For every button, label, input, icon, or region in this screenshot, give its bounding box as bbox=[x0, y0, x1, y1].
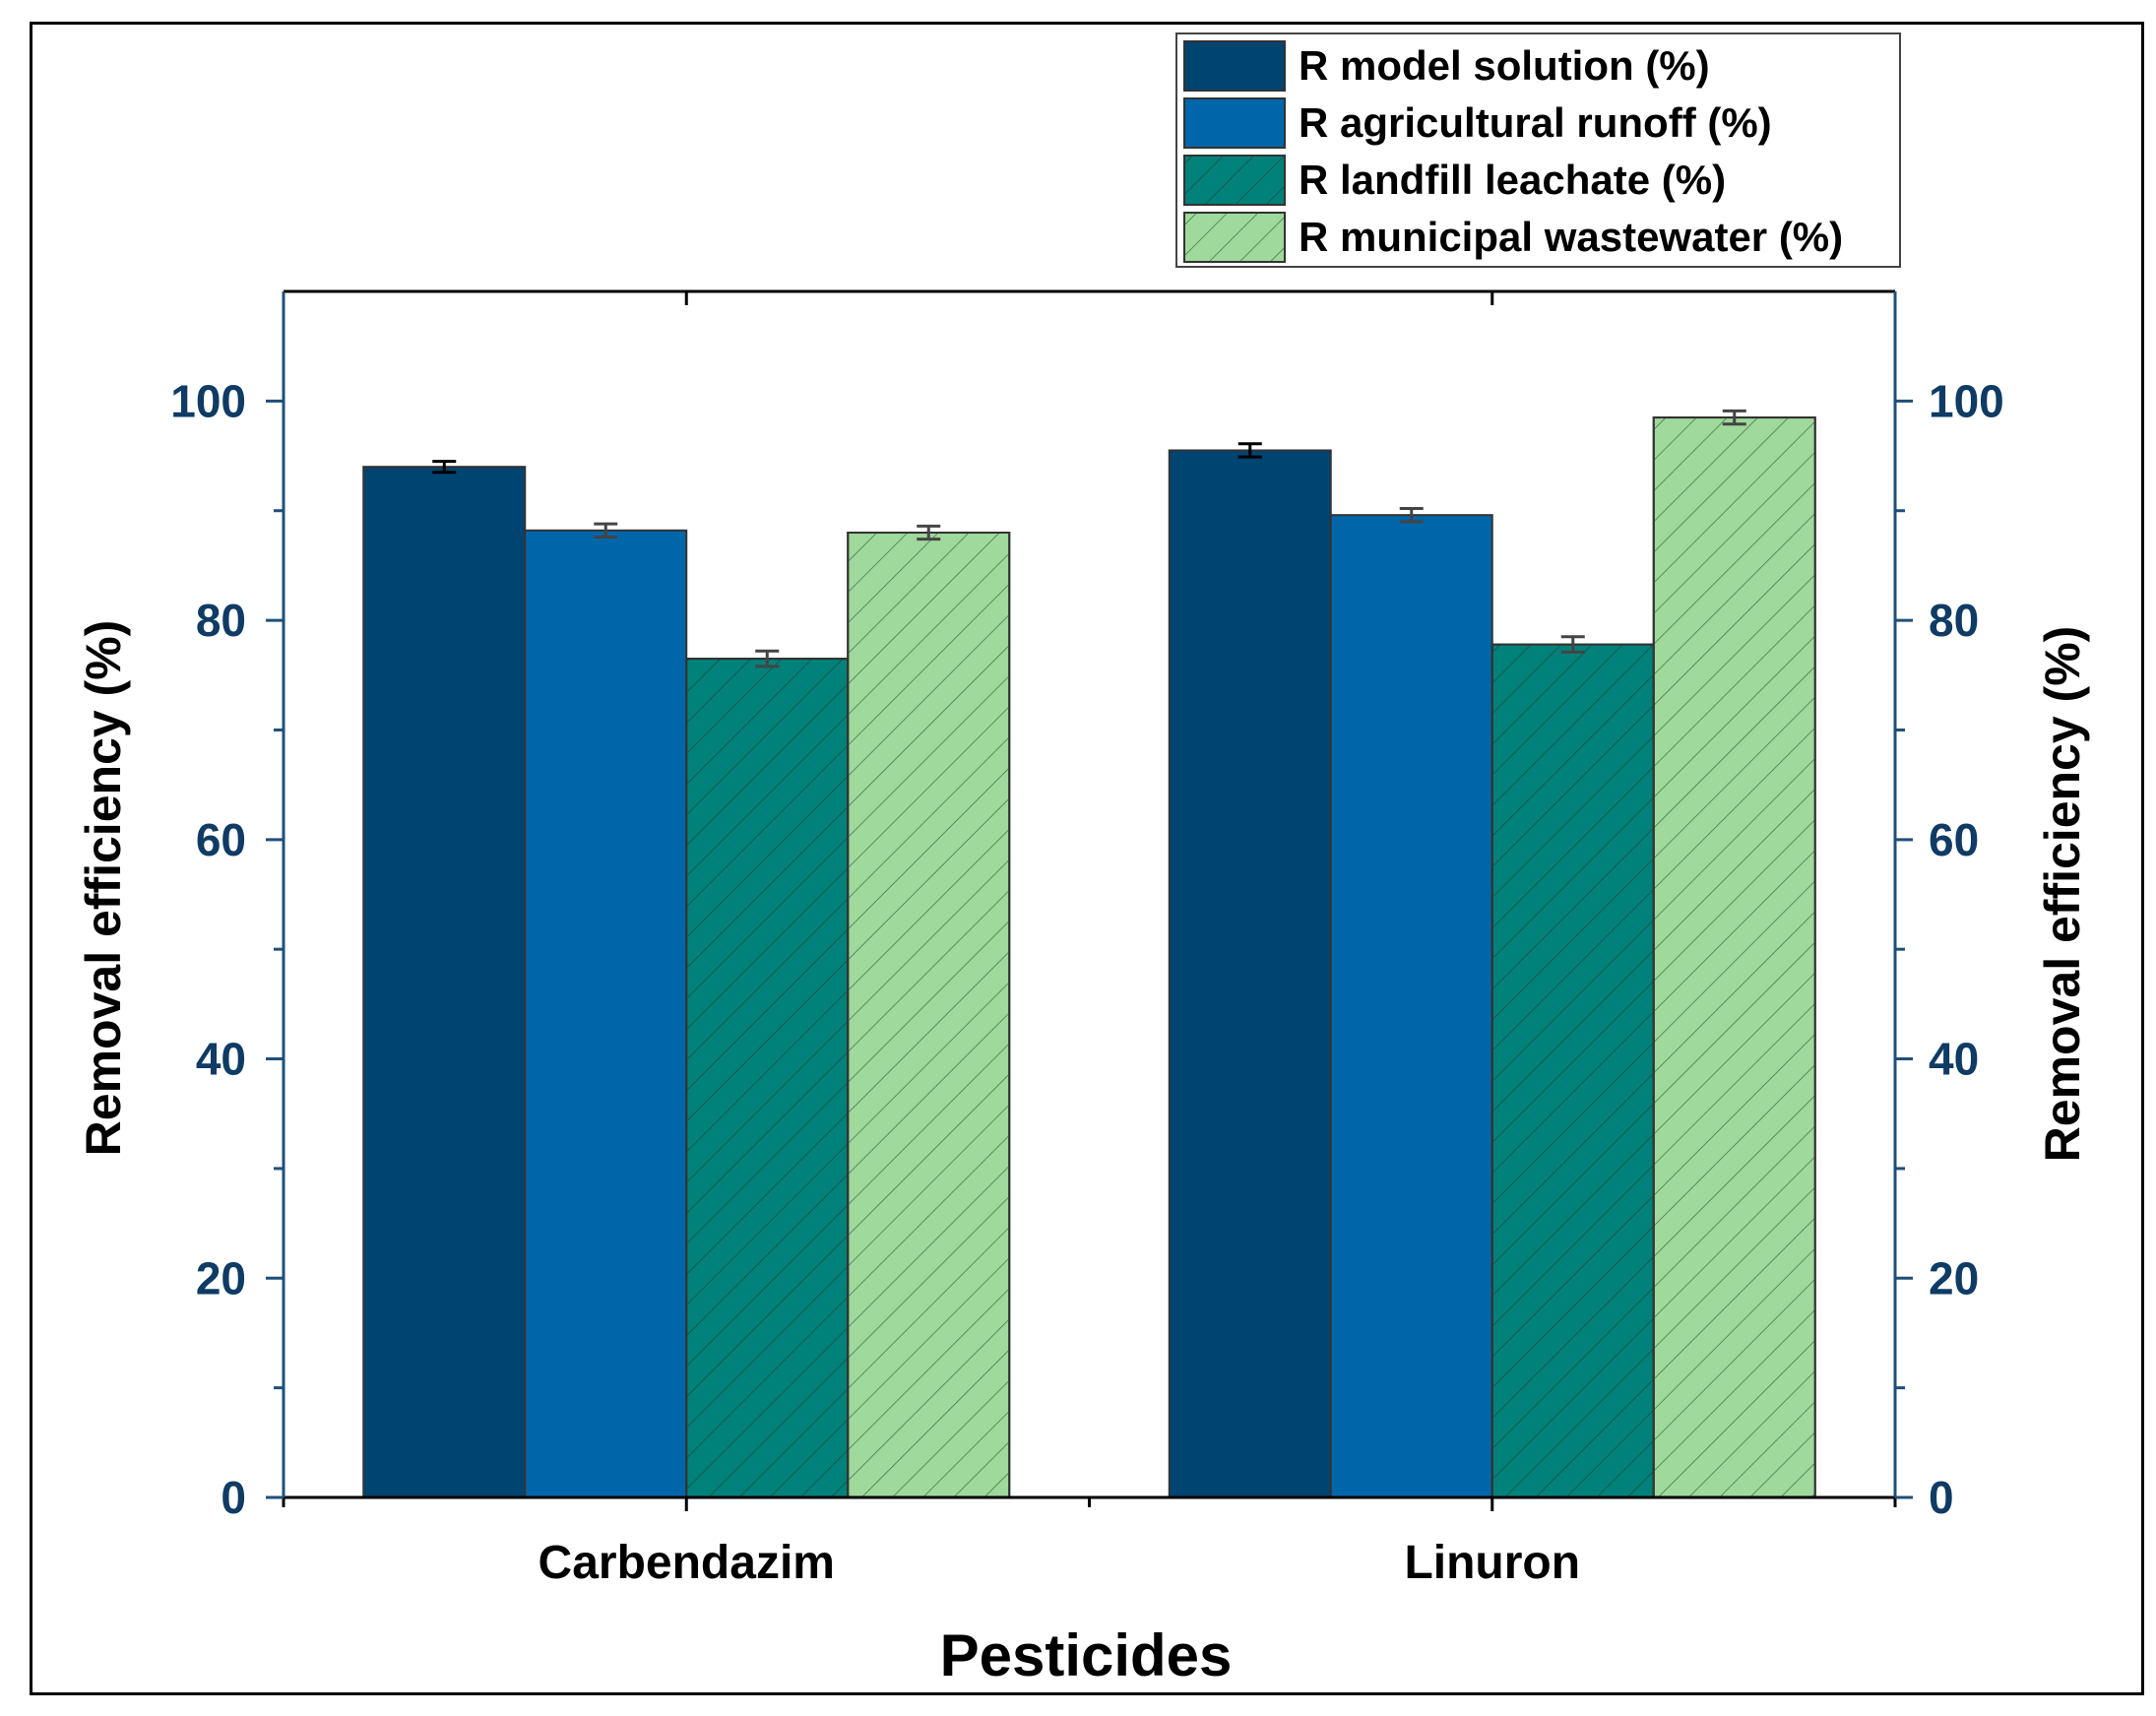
y-tick-label-left: 100 bbox=[170, 375, 246, 426]
legend-label-4: R municipal wastewater (%) bbox=[1299, 214, 1843, 260]
error-bar-carbendazim-series-4 bbox=[917, 524, 941, 541]
bar-hatch-linuron-series-4 bbox=[1652, 416, 1816, 1498]
legend-box bbox=[1175, 32, 1901, 268]
error-bar-linuron-series-1 bbox=[1237, 442, 1262, 459]
y-tick-label-right: 40 bbox=[1929, 1034, 1979, 1085]
y-tick-label-left: 40 bbox=[196, 1034, 246, 1085]
legend-swatch-hatch-3 bbox=[1183, 155, 1286, 206]
y-tick-label-right: 80 bbox=[1929, 595, 1979, 646]
legend-swatch-hatch-4 bbox=[1183, 212, 1286, 263]
y-tick-label-left: 60 bbox=[196, 814, 246, 865]
y-tick-label-right: 0 bbox=[1929, 1472, 1954, 1523]
legend-label-3: R landfill leachate (%) bbox=[1299, 157, 1726, 203]
x-tick-label-carbendazim: Carbendazim bbox=[539, 1537, 835, 1589]
bar-hatch-carbendazim-series-3 bbox=[685, 658, 850, 1498]
y-tick-label-right: 60 bbox=[1929, 814, 1979, 865]
error-bar-linuron-series-3 bbox=[1560, 635, 1585, 654]
x-tick-label-linuron: Linuron bbox=[1404, 1537, 1580, 1589]
y-tick-label-right: 100 bbox=[1929, 375, 2004, 426]
error-bar-linuron-series-4 bbox=[1722, 409, 1746, 426]
ticks-layer: Carbendazim Linuron 0 0 20 20 40 40 60 60 80 80 100 1… bbox=[170, 291, 2004, 1589]
bar-carbendazim-series-1 bbox=[362, 466, 527, 1499]
y-tick-label-right: 20 bbox=[1929, 1252, 1979, 1303]
error-bar-carbendazim-series-3 bbox=[755, 649, 780, 668]
legend: R model solution (%) R agricultural runof… bbox=[1175, 32, 1901, 268]
y-tick-label-left: 0 bbox=[221, 1472, 246, 1523]
bar-carbendazim-series-2 bbox=[524, 529, 688, 1498]
legend-label-1: R model solution (%) bbox=[1299, 42, 1710, 89]
bars-layer bbox=[362, 416, 1816, 1499]
legend-label-2: R agricultural runoff (%) bbox=[1299, 99, 1772, 146]
errorbars-layer bbox=[432, 409, 1746, 668]
error-bar-linuron-series-2 bbox=[1399, 507, 1424, 524]
legend-swatch-1 bbox=[1183, 40, 1286, 92]
bar-hatch-carbendazim-series-4 bbox=[847, 532, 1011, 1498]
y-tick-label-left: 80 bbox=[196, 595, 246, 646]
error-bar-carbendazim-series-2 bbox=[594, 522, 618, 539]
x-axis-title: Pesticides bbox=[940, 1622, 1233, 1688]
bar-linuron-series-2 bbox=[1329, 514, 1493, 1498]
legend-swatch-2 bbox=[1183, 97, 1286, 149]
bar-hatch-linuron-series-3 bbox=[1490, 643, 1655, 1498]
error-bar-carbendazim-series-1 bbox=[432, 460, 457, 475]
bar-linuron-series-1 bbox=[1168, 449, 1332, 1498]
y-axis-title-left: Removal efficiency (%) bbox=[76, 620, 131, 1157]
y-tick-label-left: 20 bbox=[196, 1252, 246, 1303]
y-axis-title-right: Removal efficiency (%) bbox=[2035, 626, 2090, 1163]
